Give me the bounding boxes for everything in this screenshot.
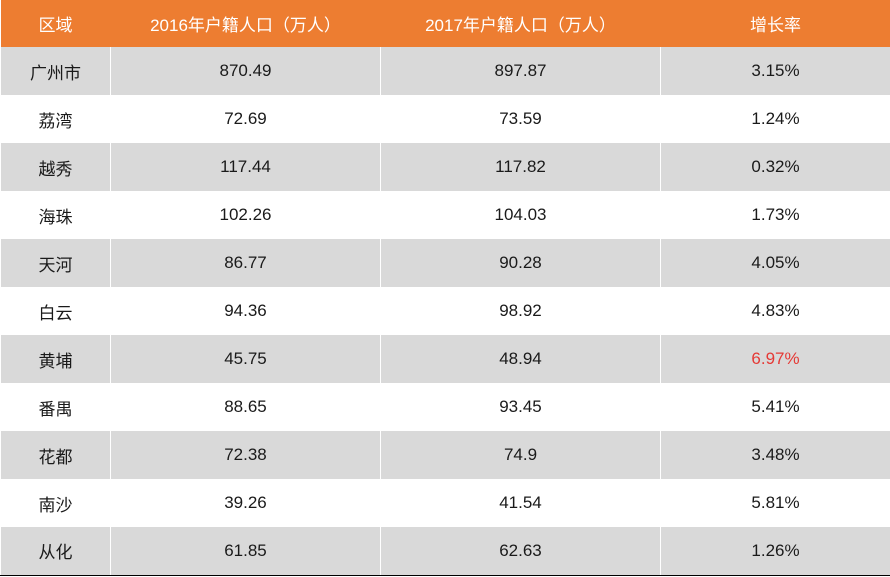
table-row: 黄埔45.7548.946.97% [1,335,890,383]
cell-region: 海珠 [1,191,111,239]
cell-2016: 86.77 [111,239,381,287]
cell-2016: 72.69 [111,95,381,143]
cell-2016: 102.26 [111,191,381,239]
population-table: 区域 2016年户籍人口（万人） 2017年户籍人口（万人） 增长率 广州市87… [0,0,890,576]
cell-growth: 6.97% [661,335,890,383]
cell-2016: 61.85 [111,527,381,575]
table-row: 从化61.8562.631.26% [1,527,890,575]
cell-2017: 98.92 [381,287,661,335]
cell-region: 南沙 [1,479,111,527]
cell-2017: 74.9 [381,431,661,479]
cell-2017: 897.87 [381,47,661,95]
cell-region: 番禺 [1,383,111,431]
cell-2016: 94.36 [111,287,381,335]
header-growth: 增长率 [661,0,890,47]
cell-region: 越秀 [1,143,111,191]
cell-growth: 4.05% [661,239,890,287]
table-row: 天河86.7790.284.05% [1,239,890,287]
cell-region: 黄埔 [1,335,111,383]
cell-growth: 3.15% [661,47,890,95]
header-region: 区域 [1,0,111,47]
cell-2017: 90.28 [381,239,661,287]
cell-region: 白云 [1,287,111,335]
table-row: 白云94.3698.924.83% [1,287,890,335]
cell-2016: 45.75 [111,335,381,383]
table-body: 广州市870.49897.873.15%荔湾72.6973.591.24%越秀1… [1,47,890,575]
table-row: 广州市870.49897.873.15% [1,47,890,95]
cell-growth: 1.24% [661,95,890,143]
cell-region: 天河 [1,239,111,287]
cell-2016: 39.26 [111,479,381,527]
cell-2017: 41.54 [381,479,661,527]
cell-growth: 1.26% [661,527,890,575]
cell-growth: 5.81% [661,479,890,527]
header-2016: 2016年户籍人口（万人） [111,0,381,47]
cell-2016: 88.65 [111,383,381,431]
cell-2016: 870.49 [111,47,381,95]
cell-growth: 1.73% [661,191,890,239]
cell-2016: 117.44 [111,143,381,191]
cell-2017: 117.82 [381,143,661,191]
table-row: 海珠102.26104.031.73% [1,191,890,239]
header-2017: 2017年户籍人口（万人） [381,0,661,47]
header-row: 区域 2016年户籍人口（万人） 2017年户籍人口（万人） 增长率 [1,0,890,47]
table-header: 区域 2016年户籍人口（万人） 2017年户籍人口（万人） 增长率 [1,0,890,47]
table-row: 越秀117.44117.820.32% [1,143,890,191]
cell-growth: 4.83% [661,287,890,335]
cell-region: 花都 [1,431,111,479]
cell-2016: 72.38 [111,431,381,479]
cell-2017: 48.94 [381,335,661,383]
cell-2017: 93.45 [381,383,661,431]
table-row: 南沙39.2641.545.81% [1,479,890,527]
cell-2017: 62.63 [381,527,661,575]
cell-region: 从化 [1,527,111,575]
table-row: 番禺88.6593.455.41% [1,383,890,431]
cell-growth: 5.41% [661,383,890,431]
cell-region: 荔湾 [1,95,111,143]
cell-2017: 104.03 [381,191,661,239]
table-row: 荔湾72.6973.591.24% [1,95,890,143]
cell-2017: 73.59 [381,95,661,143]
table-row: 花都72.3874.93.48% [1,431,890,479]
cell-growth: 0.32% [661,143,890,191]
cell-region: 广州市 [1,47,111,95]
cell-growth: 3.48% [661,431,890,479]
